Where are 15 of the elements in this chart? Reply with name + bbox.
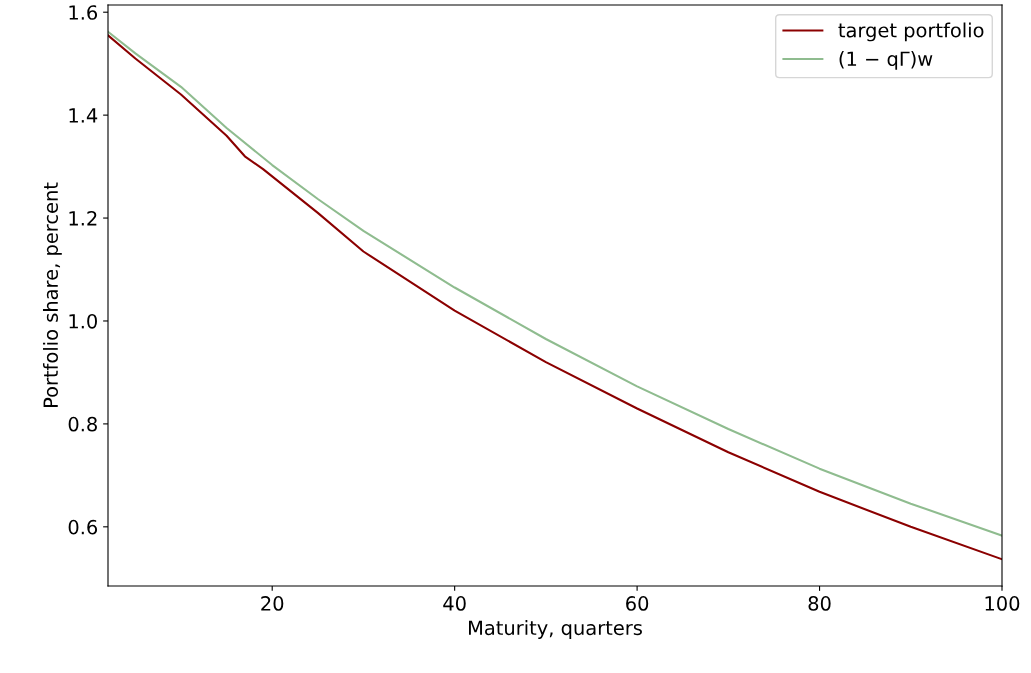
x-tick-label: 60 [626, 596, 649, 611]
x-tick-label: 40 [443, 596, 466, 611]
y-tick-label: 1.2 [69, 211, 97, 226]
x-tick-label: 100 [985, 596, 1020, 611]
y-tick-label: 1.6 [69, 5, 98, 20]
legend-label: (1 − qΓ)w [839, 51, 933, 70]
y-tick-label: 1.0 [69, 313, 97, 329]
y-tick-label: 1.4 [69, 108, 98, 123]
x-axis-title: Maturity, quarters [469, 620, 642, 639]
x-tick-label: 80 [808, 596, 831, 611]
x-tick-label: 20 [261, 596, 284, 611]
y-tick-label: 0.8 [68, 416, 97, 432]
y-axis-title: Portfolio share, percent [42, 182, 62, 408]
legend-label: target portfolio [838, 22, 984, 42]
y-tick-label: 0.6 [68, 519, 98, 535]
